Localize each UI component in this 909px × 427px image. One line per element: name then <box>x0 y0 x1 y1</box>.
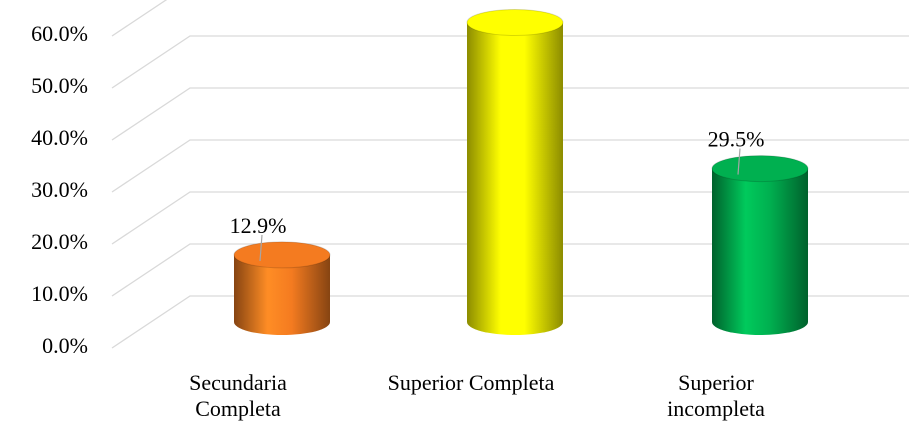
grid-line <box>111 191 909 245</box>
leader-line <box>737 148 741 175</box>
y-tick-label: 20.0% <box>31 229 88 254</box>
y-tick-label: 60.0% <box>31 21 88 46</box>
bar <box>712 168 808 335</box>
leader-line <box>259 234 263 261</box>
grid-line <box>111 87 909 141</box>
grid-line <box>111 139 909 193</box>
x-tick-label: Superior incompleta <box>667 370 765 421</box>
bar-top <box>466 8 564 36</box>
y-tick-label: 0.0% <box>42 333 88 358</box>
grid-line <box>111 35 909 89</box>
y-tick-label: 50.0% <box>31 73 88 98</box>
grid-line <box>111 0 168 37</box>
grid-line <box>111 243 909 297</box>
y-tick-label: 40.0% <box>31 125 88 150</box>
bar-top <box>711 155 809 183</box>
y-tick-label: 10.0% <box>31 281 88 306</box>
bar <box>467 22 563 335</box>
x-tick-label: Superior Completa <box>387 370 555 395</box>
grid-line <box>111 295 909 349</box>
bar <box>234 254 330 335</box>
data-label: 12.9% <box>230 213 287 238</box>
data-label: 29.5% <box>708 127 765 152</box>
y-tick-label: 30.0% <box>31 177 88 202</box>
bar-top <box>233 241 331 269</box>
x-tick-label: Secundaria Completa <box>189 370 287 421</box>
